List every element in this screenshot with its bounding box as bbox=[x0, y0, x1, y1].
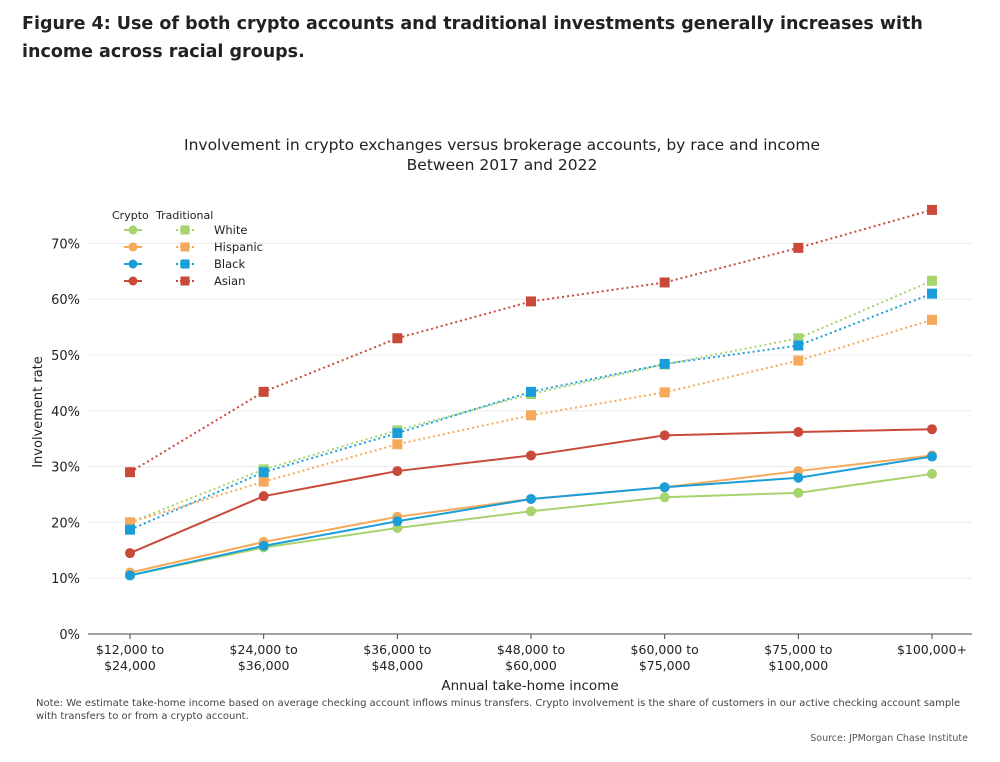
legend-traditional-marker bbox=[180, 242, 190, 252]
x-tick-label: $36,000 to $48,000 bbox=[363, 642, 431, 673]
hispanic-traditional-point bbox=[793, 355, 804, 366]
asian-crypto-point bbox=[793, 427, 804, 438]
white-crypto-point bbox=[793, 487, 804, 498]
hispanic-traditional-point bbox=[526, 410, 536, 421]
asian-traditional-point bbox=[793, 242, 804, 253]
x-tick-label: $75,000 to $100,000 bbox=[764, 642, 832, 673]
footnote: Note: We estimate take-home income based… bbox=[36, 698, 961, 722]
y-tick-label: 0% bbox=[59, 628, 80, 643]
legend-crypto-marker bbox=[128, 259, 138, 269]
asian-crypto-point bbox=[927, 424, 937, 435]
hispanic-traditional-point bbox=[927, 314, 937, 325]
asian-crypto-point bbox=[258, 491, 269, 502]
y-tick-label: 20% bbox=[51, 516, 80, 531]
y-tick-label: 60% bbox=[51, 293, 80, 308]
hispanic-traditional-point bbox=[258, 476, 269, 487]
legend-crypto-marker bbox=[128, 276, 138, 286]
asian-traditional-point bbox=[258, 386, 269, 397]
white-crypto-line bbox=[129, 472, 933, 577]
chart-subtitle: Between 2017 and 2022 bbox=[407, 156, 598, 174]
legend-label-asian: Asian bbox=[214, 274, 245, 288]
x-tick-label: $48,000 to $60,000 bbox=[497, 642, 565, 673]
black-crypto-point bbox=[793, 472, 804, 483]
y-tick-label: 10% bbox=[51, 572, 80, 587]
black-traditional-point bbox=[526, 386, 536, 397]
hispanic-traditional-point bbox=[125, 517, 135, 528]
x-axis-label: Annual take-home income bbox=[441, 678, 618, 694]
white-traditional-point bbox=[927, 275, 937, 286]
white-crypto-point bbox=[927, 468, 937, 479]
legend-traditional-marker bbox=[180, 259, 190, 269]
black-crypto-point bbox=[659, 482, 670, 493]
black-crypto-point bbox=[927, 451, 937, 462]
legend-header-traditional: Traditional bbox=[155, 209, 213, 222]
x-tick-label: $100,000+ bbox=[897, 642, 967, 657]
figure-title: Figure 4: Use of both crypto accounts an… bbox=[22, 14, 923, 62]
asian-crypto-point bbox=[526, 450, 536, 461]
black-traditional-point bbox=[125, 524, 135, 535]
black-crypto-point bbox=[258, 540, 269, 551]
asian-crypto-point bbox=[392, 466, 403, 477]
series-layer bbox=[125, 204, 937, 581]
x-tick-label: $24,000 to $36,000 bbox=[230, 642, 298, 673]
white-crypto-point bbox=[659, 492, 670, 503]
asian-traditional-point bbox=[125, 467, 135, 478]
asian-traditional-point bbox=[659, 277, 670, 288]
x-axis: $12,000 to $24,000 $24,000 to $36,000 $36,00… bbox=[96, 634, 967, 673]
legend-traditional-marker bbox=[180, 225, 190, 235]
legend-label-black: Black bbox=[214, 257, 245, 271]
white-crypto-point bbox=[526, 506, 536, 517]
x-tick-label: $60,000 to $75,000 bbox=[631, 642, 699, 673]
black-crypto-point bbox=[526, 493, 536, 504]
hispanic-traditional-point bbox=[659, 387, 670, 398]
asian-crypto-point bbox=[125, 548, 135, 559]
source-credit: Source: JPMorgan Chase Institute bbox=[810, 733, 968, 744]
y-tick-label: 50% bbox=[51, 349, 80, 364]
asian-traditional-point bbox=[526, 296, 536, 307]
black-traditional-point bbox=[659, 358, 670, 369]
asian-crypto-point bbox=[659, 430, 670, 441]
legend-label-white: White bbox=[214, 223, 247, 237]
black-crypto-point bbox=[392, 516, 403, 527]
legend-traditional-marker bbox=[180, 276, 190, 286]
hispanic-traditional-line bbox=[129, 318, 933, 524]
black-crypto-point bbox=[125, 570, 135, 581]
hispanic-traditional-point bbox=[392, 439, 403, 450]
legend-label-hispanic: Hispanic bbox=[214, 240, 263, 254]
black-traditional-point bbox=[927, 288, 937, 299]
y-tick-label: 30% bbox=[51, 461, 80, 476]
white-traditional-point bbox=[793, 333, 804, 344]
legend-header-crypto: Crypto bbox=[112, 209, 149, 222]
black-traditional-point bbox=[793, 340, 804, 351]
legend-crypto-marker bbox=[128, 242, 138, 252]
asian-traditional-point bbox=[927, 204, 937, 215]
chart-title: Involvement in crypto exchanges versus b… bbox=[184, 136, 820, 154]
y-axis: 0% 10% 20% 30% 40% 50% 60% 70% bbox=[51, 237, 80, 643]
y-axis-label: Involvement rate bbox=[31, 356, 46, 468]
x-tick-label: $12,000 to $24,000 bbox=[96, 642, 164, 673]
y-tick-label: 40% bbox=[51, 405, 80, 420]
black-traditional-point bbox=[258, 467, 269, 478]
y-tick-label: 70% bbox=[51, 237, 80, 252]
legend-crypto-marker bbox=[128, 225, 138, 235]
gridlines bbox=[88, 242, 972, 635]
asian-traditional-point bbox=[392, 333, 403, 344]
black-traditional-point bbox=[392, 428, 403, 439]
